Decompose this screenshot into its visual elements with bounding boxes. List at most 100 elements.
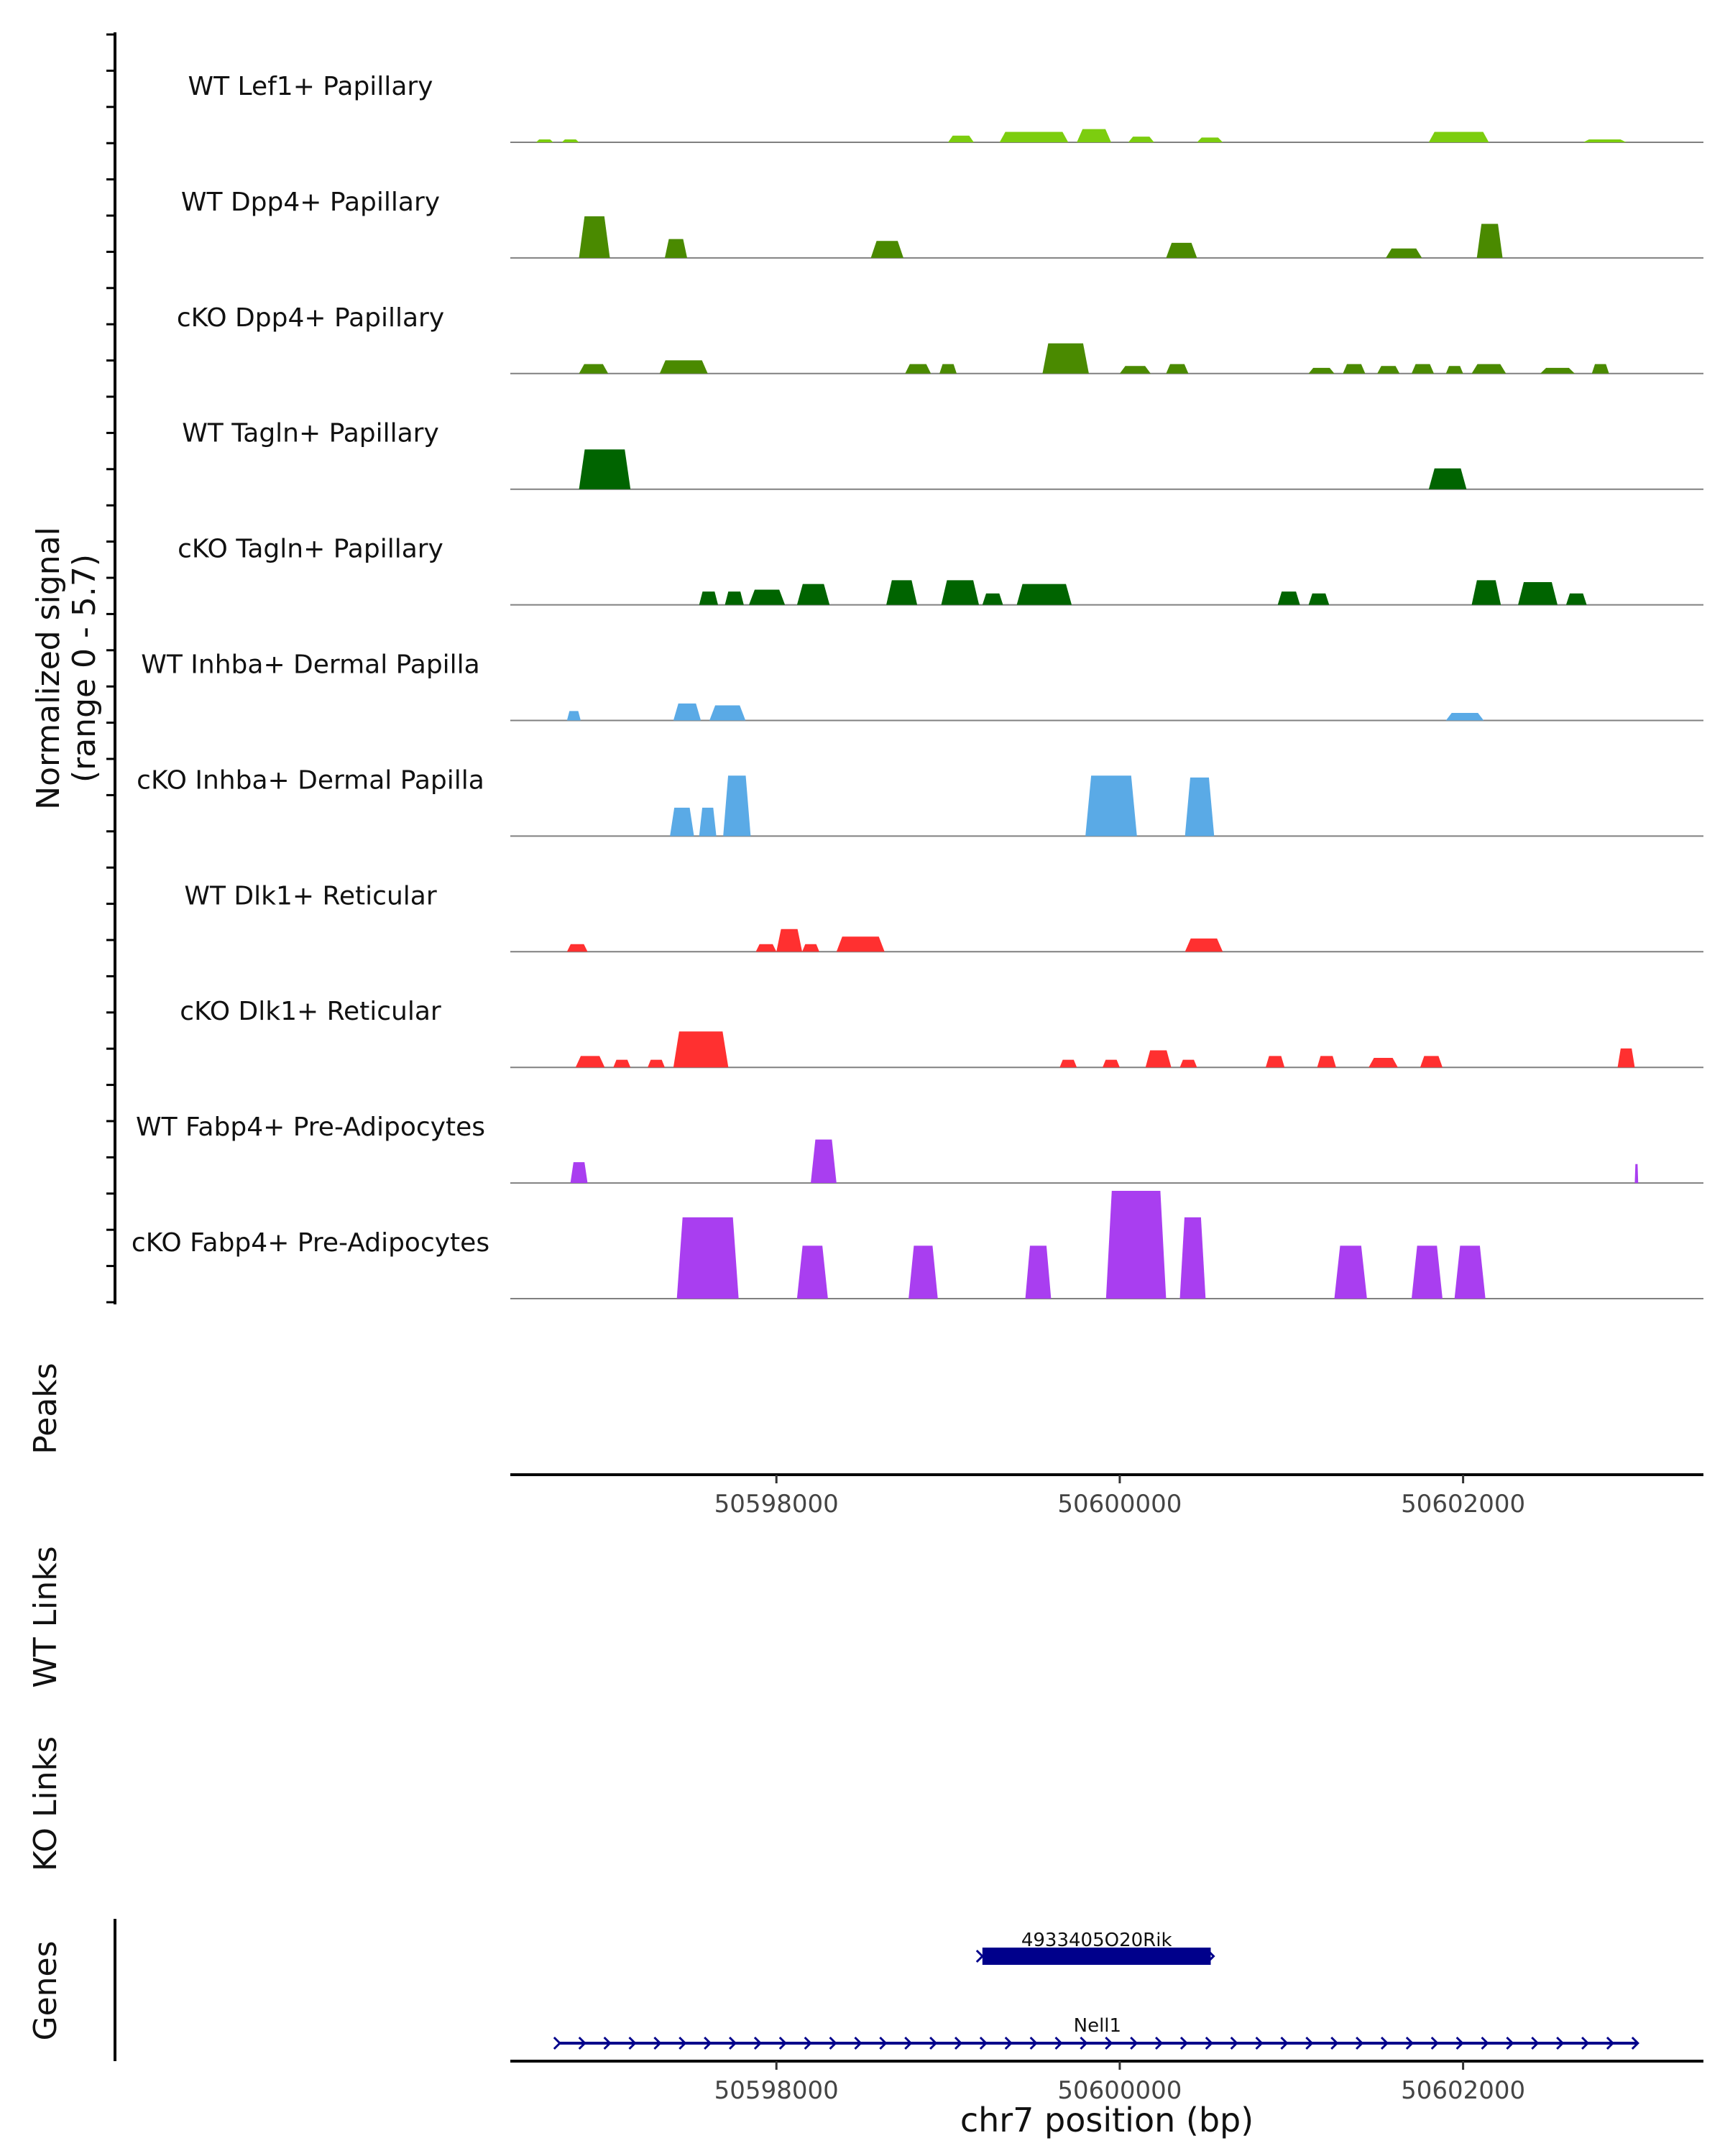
strand-arrow <box>1179 2036 1189 2050</box>
strand-arrow <box>854 2036 862 2050</box>
track-label: cKO Dpp4+ Papillary <box>177 303 444 333</box>
x-tick-label: 50600000 <box>1057 2076 1182 2105</box>
gene-name: 4933405O20Rik <box>1021 1930 1172 1951</box>
genes-x-axis-ticks: 50598000 50600000 50602000 <box>714 2061 1525 2105</box>
strand-arrow <box>1054 2036 1063 2050</box>
strand-arrow <box>1255 2036 1264 2050</box>
signal-peak <box>1145 1050 1172 1068</box>
peaks-x-axis-ticks: 50598000 50600000 50602000 <box>714 1475 1525 1519</box>
signal-peak <box>1591 364 1609 374</box>
signal-peak <box>673 703 702 721</box>
signal-peak <box>724 591 744 605</box>
y-axis-range-label: (range 0 - 5.7) <box>66 554 103 783</box>
strand-arrow <box>578 2036 586 2050</box>
strand-arrow <box>1230 2036 1238 2050</box>
signal-peak <box>579 216 610 258</box>
track: WT Fabp4+ Pre-Adipocytes <box>136 1112 1703 1184</box>
signal-peak <box>664 239 688 258</box>
strand-arrow <box>1581 2036 1590 2050</box>
strand-arrow <box>1380 2036 1389 2050</box>
signal-peak <box>670 807 694 837</box>
strand-arrow <box>1506 2036 1514 2050</box>
strand-arrow <box>753 2036 763 2050</box>
track: cKO Dpp4+ Papillary <box>177 303 1703 374</box>
strand-arrow <box>1080 2036 1088 2050</box>
signal-peak <box>1471 580 1501 605</box>
signal-peak <box>1334 1245 1367 1299</box>
signal-peak <box>1103 1059 1120 1068</box>
strand-arrow <box>975 1949 984 1963</box>
track-label: cKO Inhba+ Dermal Papilla <box>137 765 484 795</box>
strand-arrow <box>1430 2036 1439 2050</box>
signal-peak <box>1128 137 1154 142</box>
strand-arrow <box>1405 2036 1414 2050</box>
strand-arrow <box>929 2036 938 2050</box>
signal-peak <box>941 580 980 605</box>
signal-peak <box>1476 224 1503 258</box>
signal-peak <box>1518 582 1558 605</box>
signal-peak <box>1105 1191 1167 1299</box>
signal-peak <box>1016 584 1072 605</box>
signal-peak <box>755 944 777 952</box>
x-tick-label: 50602000 <box>1401 2076 1525 2105</box>
track-label: WT Dlk1+ Reticular <box>184 881 436 911</box>
x-tick-label: 50598000 <box>714 2076 839 2105</box>
gene-annotations: 4933405O20Rik Nell1 <box>553 1930 1639 2050</box>
strand-arrow <box>904 2036 913 2050</box>
strand-arrow <box>979 2036 988 2050</box>
signal-peak <box>1617 1048 1635 1068</box>
track: cKO Dlk1+ Reticular <box>180 997 1703 1069</box>
track-label: WT Dpp4+ Papillary <box>181 188 440 217</box>
ko-links-label: KO Links <box>27 1736 64 1871</box>
strand-arrow <box>1481 2036 1489 2050</box>
strand-arrow <box>1330 2036 1339 2050</box>
x-tick-label: 50600000 <box>1057 1490 1182 1519</box>
strand-arrow <box>954 2036 963 2050</box>
strand-arrow <box>1029 2036 1038 2050</box>
signal-peak <box>723 775 751 837</box>
signal-peak <box>1317 1056 1336 1068</box>
signal-peak <box>648 1059 665 1068</box>
signal-peak <box>796 1245 828 1299</box>
track-label: WT Inhba+ Dermal Papilla <box>141 650 479 680</box>
signal-peak <box>1445 712 1484 721</box>
strand-arrow <box>1105 2036 1113 2050</box>
signal-peak <box>999 132 1069 142</box>
wt-links-label: WT Links <box>27 1546 64 1687</box>
track: WT Dpp4+ Papillary <box>181 188 1703 259</box>
signal-peak <box>796 584 830 605</box>
strand-arrow <box>1207 1949 1215 1963</box>
gene: Nell1 <box>553 2015 1639 2050</box>
signal-peak <box>886 580 918 605</box>
track-label: WT Fabp4+ Pre-Adipocytes <box>136 1112 485 1142</box>
strand-arrow <box>778 2036 787 2050</box>
strand-arrow <box>553 2036 561 2050</box>
signal-peak <box>1119 366 1151 374</box>
track: WT Tagln+ Papillary <box>182 419 1703 490</box>
signal-peak <box>579 449 631 489</box>
signal-peak <box>1179 1059 1197 1068</box>
signal-peak <box>1386 248 1422 258</box>
signal-peak <box>1308 593 1330 605</box>
signal-peak <box>939 364 957 374</box>
signal-peak <box>776 929 803 952</box>
signal-peak <box>1428 132 1489 142</box>
strand-arrow <box>1130 2036 1138 2050</box>
signal-peak <box>1184 938 1223 952</box>
signal-peak <box>836 936 885 952</box>
signal-peak <box>1166 364 1189 374</box>
signal-peak <box>905 364 932 374</box>
gene: 4933405O20Rik <box>975 1930 1215 1965</box>
x-tick-label: 50598000 <box>714 1490 839 1519</box>
signal-peak <box>1540 367 1575 374</box>
signal-peak <box>1025 1245 1052 1299</box>
strand-arrow <box>1356 2036 1364 2050</box>
signal-peak <box>1308 367 1335 374</box>
signal-peak <box>709 705 746 721</box>
signal-peak <box>1411 1245 1443 1299</box>
signal-peak <box>1565 593 1587 605</box>
strand-arrow <box>1305 2036 1314 2050</box>
track: cKO Inhba+ Dermal Papilla <box>137 765 1703 837</box>
signal-peak <box>561 139 579 142</box>
